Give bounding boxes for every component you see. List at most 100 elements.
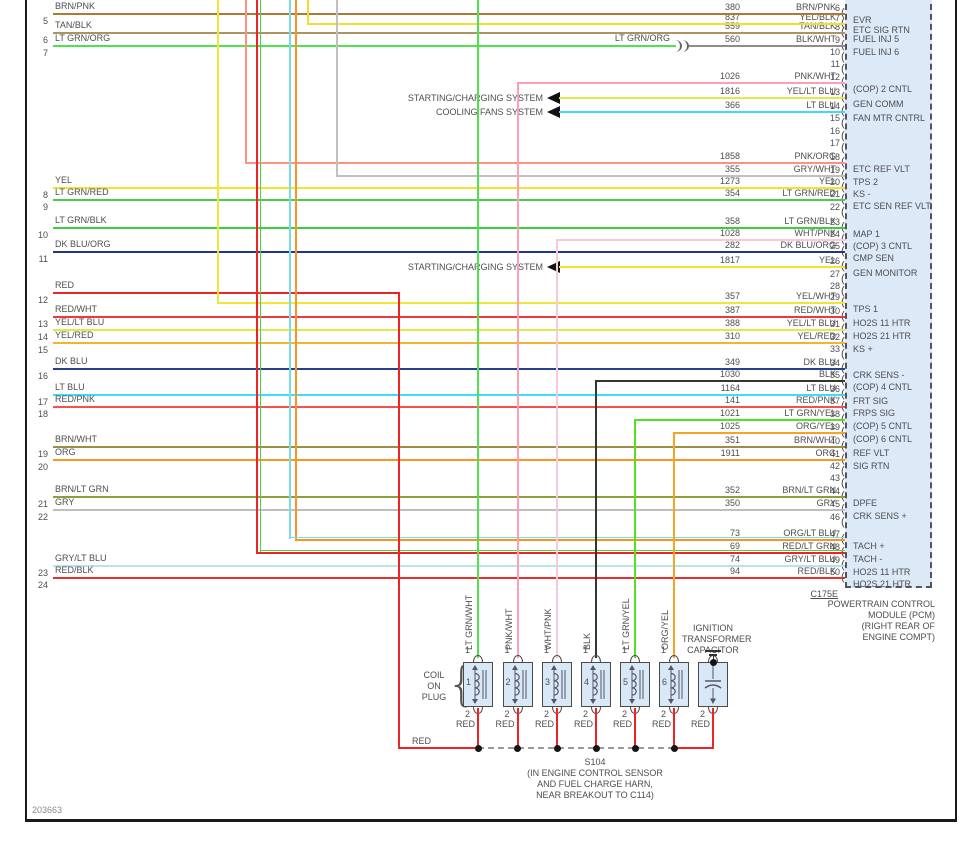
pcm-pin-number: 48 — [829, 542, 840, 552]
pin-connector-icon: ( — [841, 130, 845, 142]
wire-number-label: 352 — [724, 485, 740, 495]
wire-number-label: 1030 — [719, 369, 740, 379]
pcm-pin-number: 47 — [829, 529, 840, 539]
pin-connector-icon: ( — [841, 477, 845, 489]
wire-color-label: YEL/LT BLU — [786, 318, 836, 328]
wire-horizontal — [295, 539, 845, 541]
wire-color-label: LT GRN/BLK — [784, 216, 836, 226]
pcm-pin-number: 7 — [834, 13, 840, 23]
pcm-caption-line-3: (RIGHT REAR OF — [861, 621, 935, 631]
left-wire-color-label: BRN/WHT — [55, 434, 97, 444]
wire-horizontal — [53, 368, 845, 370]
wire-horizontal — [53, 32, 845, 34]
coil-symbol-icon — [590, 665, 605, 704]
wire-horizontal — [674, 747, 714, 749]
wire-number-label: 1816 — [719, 86, 740, 96]
terminal-arc-icon — [630, 655, 640, 662]
left-wire-color-label: TAN/BLK — [55, 20, 92, 30]
wire-horizontal — [53, 329, 845, 331]
wire-horizontal — [53, 394, 845, 396]
wire-color-label: DK BLU — [803, 357, 836, 367]
wire-color-label: DK BLU/ORG — [780, 240, 836, 250]
wire-number-label: 1028 — [719, 228, 740, 238]
wire-vertical — [398, 292, 400, 749]
coil-pin-top-label: 1 — [622, 645, 628, 655]
pin-connector-icon: ( — [841, 285, 845, 297]
pcm-pin-number: 42 — [829, 461, 840, 471]
pcm-pin-number: 23 — [829, 217, 840, 227]
pcm-pin-number: 11 — [830, 59, 840, 69]
splice-name: S104 — [584, 757, 606, 767]
pcm-caption-line-2: MODULE (PCM) — [868, 610, 935, 620]
pin-connector-icon: ( — [841, 516, 845, 528]
connector-id-label: C175E — [810, 589, 838, 599]
pcm-pin-label: (COP) 3 CNTL — [853, 241, 913, 251]
left-wire-number: 22 — [37, 512, 48, 522]
frame-bottom-border — [25, 819, 957, 822]
pcm-pin-label: HO2S 11 HTR — [853, 567, 911, 577]
splice-dot-icon — [670, 744, 678, 752]
left-wire-number: 6 — [42, 35, 48, 45]
wire-color-label: ORG/LT BLU — [783, 528, 836, 538]
splice-bus-dashed — [478, 747, 674, 749]
pcm-pin-number: 14 — [829, 101, 840, 111]
frame-left-border — [25, 0, 27, 821]
pcm-pin-number: 40 — [829, 436, 840, 446]
wire-color-label: BRN/PNK — [795, 2, 836, 12]
coil-number: 4 — [584, 677, 590, 687]
pcm-pin-label: REF VLT — [853, 448, 890, 458]
left-wire-number: 8 — [42, 190, 48, 200]
wire-color-label: RED/PNK — [795, 395, 836, 405]
left-wire-number: 23 — [37, 568, 48, 578]
pcm-pin-label: (COP) 4 CNTL — [853, 382, 913, 392]
pcm-pin-label: GEN COMM — [853, 99, 904, 109]
pcm-pin-number: 19 — [829, 165, 840, 175]
coil-group-label-line-3: PLUG — [421, 692, 447, 702]
wire-horizontal — [559, 111, 845, 113]
pcm-pin-number: 24 — [829, 229, 840, 239]
pcm-pin-number: 22 — [829, 202, 840, 212]
junction-dot-icon — [709, 658, 717, 666]
wire-vertical — [673, 708, 675, 749]
left-wire-color-label: YEL — [55, 175, 73, 185]
coil-pin-bottom-label: 2 — [622, 709, 628, 719]
wire-horizontal — [559, 266, 845, 268]
coil-number: 5 — [623, 677, 629, 687]
wire-color-label: BRN/LT GRN — [782, 485, 836, 495]
wire-number-label: 350 — [724, 498, 740, 508]
pcm-pin-label: GEN MONITOR — [853, 268, 918, 278]
wire-color-label: RED/LT GRN — [782, 541, 836, 551]
pcm-pin-number: 21 — [829, 189, 840, 199]
pcm-connector-box — [845, 0, 932, 588]
wire-color-label: YEL/LT BLU — [786, 86, 836, 96]
left-wire-number: 18 — [37, 409, 48, 419]
wire-vertical-stripe — [259, 0, 262, 552]
pcm-pin-label: TPS 1 — [853, 304, 879, 314]
coil-bottom-wire-label: RED — [534, 719, 554, 729]
coil-pin-bottom-label: 2 — [504, 709, 510, 719]
wire-number-label: 560 — [724, 34, 740, 44]
pin-connector-icon: ( — [841, 348, 845, 360]
terminal-arc-icon — [552, 655, 562, 662]
pcm-pin-number: 30 — [829, 306, 840, 316]
terminal-arc-icon — [669, 655, 679, 662]
pin-connector-icon: ( — [841, 273, 845, 285]
wire-vertical — [245, 0, 247, 164]
wire-horizontal — [53, 45, 676, 47]
left-wire-number: 20 — [37, 462, 48, 472]
wire-color-label: PNK/WHT — [794, 71, 837, 81]
pcm-pin-number: 32 — [829, 332, 840, 342]
coil-pin-top-label: 1 — [465, 645, 471, 655]
coil-symbol-icon — [551, 665, 566, 704]
wire-number-label: 310 — [724, 331, 740, 341]
coil-pin-top-label: 1 — [504, 645, 510, 655]
pcm-pin-label: FUEL INJ 6 — [853, 47, 900, 57]
wire-color-label: LT GRN/YEL — [784, 408, 836, 418]
pin-connector-icon: ( — [841, 465, 845, 477]
wire-number-label: 1025 — [719, 421, 740, 431]
wire-vertical — [217, 0, 219, 304]
wire-color-label: RED/BLK — [797, 566, 836, 576]
pcm-pin-label: FRT SIG — [853, 396, 889, 406]
pcm-pin-number: 9 — [834, 35, 840, 45]
